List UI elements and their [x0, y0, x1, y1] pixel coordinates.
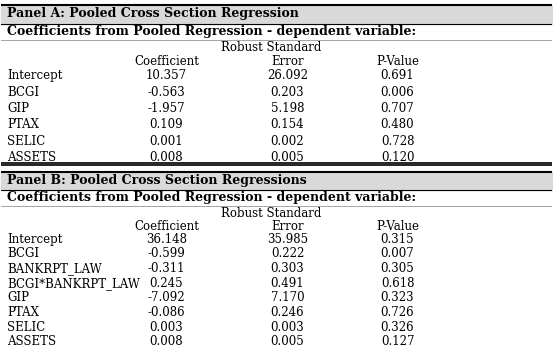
- Text: -0.599: -0.599: [148, 247, 185, 261]
- Text: GIP: GIP: [7, 102, 29, 115]
- Text: -1.957: -1.957: [148, 102, 185, 115]
- Text: 0.245: 0.245: [150, 277, 183, 290]
- Text: -0.311: -0.311: [148, 262, 185, 275]
- Bar: [2, 5, 551, 24]
- Text: 26.092: 26.092: [267, 69, 308, 82]
- Text: BANKRPT_LAW: BANKRPT_LAW: [7, 262, 102, 275]
- Text: P-Value: P-Value: [376, 55, 419, 68]
- Text: 0.007: 0.007: [380, 247, 414, 261]
- Text: 0.001: 0.001: [150, 135, 183, 148]
- Text: 5.198: 5.198: [271, 102, 304, 115]
- Text: 0.246: 0.246: [270, 306, 304, 319]
- Text: Intercept: Intercept: [7, 69, 62, 82]
- Text: 0.008: 0.008: [150, 335, 183, 348]
- Text: 0.003: 0.003: [149, 321, 184, 333]
- Text: Robust Standard: Robust Standard: [221, 207, 321, 220]
- Text: 0.003: 0.003: [270, 321, 304, 333]
- Text: 0.127: 0.127: [381, 335, 414, 348]
- Text: 0.120: 0.120: [381, 151, 414, 164]
- Text: 0.005: 0.005: [270, 335, 304, 348]
- Text: PTAX: PTAX: [7, 118, 39, 131]
- Text: 0.480: 0.480: [380, 118, 414, 131]
- Text: 10.357: 10.357: [146, 69, 187, 82]
- Text: 0.728: 0.728: [381, 135, 414, 148]
- Text: BCGI: BCGI: [7, 247, 39, 261]
- Text: 0.691: 0.691: [380, 69, 414, 82]
- Text: ASSETS: ASSETS: [7, 151, 56, 164]
- Text: Coefficient: Coefficient: [134, 220, 199, 233]
- Text: 0.618: 0.618: [381, 277, 414, 290]
- Text: 0.006: 0.006: [380, 86, 414, 99]
- Text: 0.008: 0.008: [150, 151, 183, 164]
- Text: BCGI*BANKRPT_LAW: BCGI*BANKRPT_LAW: [7, 277, 140, 290]
- Text: 0.707: 0.707: [380, 102, 414, 115]
- Text: Coefficients from Pooled Regression - dependent variable:: Coefficients from Pooled Regression - de…: [7, 191, 416, 204]
- Text: -0.563: -0.563: [148, 86, 185, 99]
- Text: Coefficient: Coefficient: [134, 55, 199, 68]
- Text: -7.092: -7.092: [148, 291, 185, 304]
- Text: Robust Standard: Robust Standard: [221, 41, 321, 54]
- Text: 0.154: 0.154: [270, 118, 304, 131]
- Text: 0.315: 0.315: [380, 233, 414, 246]
- Text: SELIC: SELIC: [7, 135, 45, 148]
- Text: 0.305: 0.305: [380, 262, 414, 275]
- Text: -0.086: -0.086: [148, 306, 185, 319]
- Text: Panel A: Pooled Cross Section Regression: Panel A: Pooled Cross Section Regression: [7, 7, 299, 20]
- Text: 0.109: 0.109: [150, 118, 183, 131]
- Text: Intercept: Intercept: [7, 233, 62, 246]
- Text: 0.726: 0.726: [380, 306, 414, 319]
- Text: GIP: GIP: [7, 291, 29, 304]
- Text: 0.303: 0.303: [270, 262, 304, 275]
- Text: PTAX: PTAX: [7, 306, 39, 319]
- Text: 36.148: 36.148: [146, 233, 187, 246]
- Text: 0.002: 0.002: [270, 135, 304, 148]
- Text: 0.491: 0.491: [270, 277, 304, 290]
- Text: 0.203: 0.203: [270, 86, 304, 99]
- Text: 0.326: 0.326: [380, 321, 414, 333]
- Text: P-Value: P-Value: [376, 220, 419, 233]
- Text: 0.005: 0.005: [270, 151, 304, 164]
- Text: ASSETS: ASSETS: [7, 335, 56, 348]
- Text: Error: Error: [271, 220, 304, 233]
- Text: Error: Error: [271, 55, 304, 68]
- Text: 7.170: 7.170: [270, 291, 304, 304]
- Text: BCGI: BCGI: [7, 86, 39, 99]
- Text: 35.985: 35.985: [267, 233, 308, 246]
- Text: Coefficients from Pooled Regression - dependent variable:: Coefficients from Pooled Regression - de…: [7, 25, 416, 38]
- Text: Panel B: Pooled Cross Section Regressions: Panel B: Pooled Cross Section Regression…: [7, 174, 307, 187]
- Bar: [2, 172, 551, 190]
- Text: SELIC: SELIC: [7, 321, 45, 333]
- Text: 0.323: 0.323: [380, 291, 414, 304]
- Text: 0.222: 0.222: [271, 247, 304, 261]
